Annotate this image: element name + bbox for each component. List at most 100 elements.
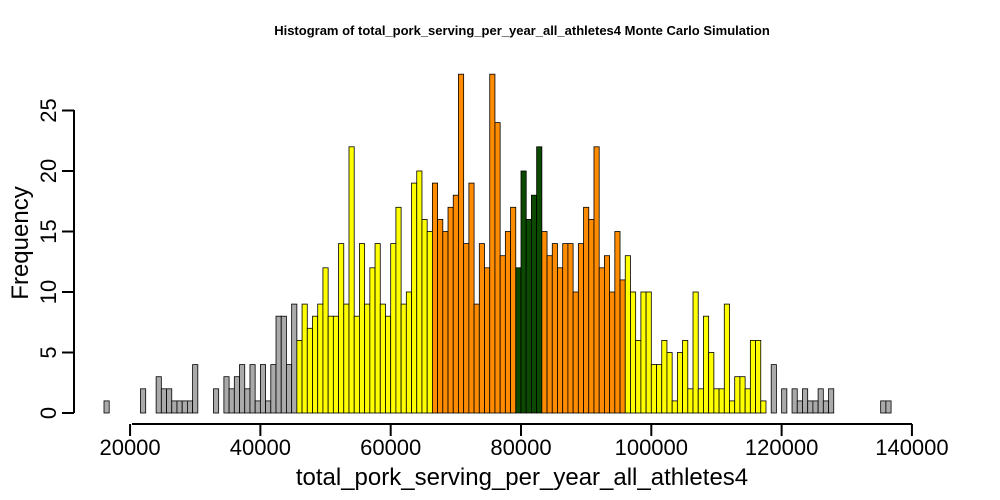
histogram-bar — [645, 291, 652, 414]
histogram-bar — [186, 400, 194, 414]
histogram-bar — [577, 243, 584, 414]
histogram-bar — [593, 146, 600, 414]
histogram-bar — [437, 218, 444, 414]
histogram-bar — [103, 400, 110, 414]
histogram-bar — [791, 388, 798, 414]
histogram-bar — [744, 388, 751, 414]
histogram-bar — [598, 267, 605, 414]
histogram-bar — [213, 388, 220, 414]
histogram-bar — [463, 243, 470, 414]
histogram-bar — [478, 243, 485, 414]
histogram-bar — [426, 231, 433, 414]
histogram-bar — [619, 279, 626, 414]
histogram-bar — [802, 388, 809, 414]
histogram-bar — [458, 73, 465, 414]
histogram-bar — [708, 352, 715, 414]
histogram-bar — [395, 206, 402, 414]
y-tick-label: 0 — [36, 407, 61, 419]
histogram-bar — [442, 231, 449, 414]
histogram-bar — [223, 376, 230, 414]
histogram-bars — [103, 73, 892, 414]
histogram-bar — [244, 388, 251, 414]
y-tick-label: 5 — [36, 346, 61, 358]
histogram-bar — [504, 231, 511, 414]
histogram-bar — [489, 73, 496, 414]
histogram-bar — [171, 400, 178, 414]
histogram-bar — [531, 194, 538, 414]
histogram-bar — [484, 267, 491, 414]
histogram-bar — [181, 400, 188, 414]
histogram-bar — [583, 206, 590, 414]
histogram-bar — [729, 400, 736, 414]
histogram-bar — [510, 206, 517, 414]
histogram-bar — [400, 303, 407, 414]
x-tick-label: 20000 — [99, 435, 160, 460]
histogram-bar — [697, 388, 704, 414]
histogram-bar — [473, 303, 480, 414]
histogram-bar — [233, 376, 240, 414]
x-tick-label: 40000 — [230, 435, 291, 460]
histogram-bar — [275, 315, 282, 414]
histogram-bar — [588, 218, 595, 414]
x-tick-label: 60000 — [360, 435, 421, 460]
histogram-bar — [468, 182, 475, 414]
histogram-bar — [259, 364, 266, 414]
y-axis: 0 5 10 15 20 25 — [36, 98, 75, 419]
histogram-bar — [515, 267, 522, 414]
histogram-bar — [385, 315, 392, 414]
histogram-bar — [557, 267, 564, 414]
x-tick-label: 80000 — [490, 435, 551, 460]
histogram-bar — [661, 339, 668, 414]
histogram-bar — [640, 291, 647, 414]
x-tick-label: 140000 — [875, 435, 948, 460]
histogram-bar — [322, 267, 329, 414]
histogram-bar — [604, 255, 611, 414]
histogram-bar — [499, 255, 506, 414]
histogram-bar — [286, 364, 293, 414]
histogram-bar — [880, 400, 887, 414]
histogram-bar — [520, 170, 527, 414]
histogram-bar — [609, 291, 616, 414]
histogram-bar — [572, 291, 579, 414]
histogram-bar — [270, 364, 277, 414]
histogram-bar — [338, 243, 345, 414]
histogram-bar — [562, 243, 569, 414]
histogram-bar — [682, 339, 689, 414]
histogram-bar — [541, 231, 548, 414]
histogram-bar — [155, 376, 162, 414]
histogram-bar — [431, 182, 439, 414]
histogram-bar — [312, 315, 319, 414]
histogram-bar — [812, 400, 819, 414]
histogram-bar — [635, 339, 642, 414]
histogram-bar — [546, 255, 553, 414]
histogram-bar — [254, 400, 261, 414]
histogram-bar — [160, 388, 167, 414]
histogram-bar — [280, 315, 287, 414]
histogram-bar — [734, 376, 741, 414]
histogram-bar — [650, 364, 657, 414]
histogram-bar — [755, 339, 762, 414]
histogram-bar — [166, 388, 173, 414]
histogram-bar — [228, 388, 235, 414]
histogram-bar — [353, 315, 360, 414]
histogram-bar — [301, 303, 308, 414]
histogram-bar — [614, 231, 621, 414]
histogram-bar — [807, 400, 814, 414]
y-tick-label: 10 — [36, 280, 61, 304]
histogram-bar — [703, 315, 710, 414]
histogram-bar — [713, 388, 720, 414]
x-tick-label: 120000 — [745, 435, 818, 460]
histogram-bar — [249, 364, 256, 414]
histogram-bar — [364, 303, 371, 414]
histogram-bar — [317, 303, 324, 414]
histogram-bar — [828, 388, 835, 414]
histogram-bar — [327, 315, 334, 414]
histogram-bar — [781, 388, 788, 414]
histogram-bar — [421, 218, 428, 414]
histogram-bar — [348, 146, 355, 414]
histogram-bar — [411, 182, 418, 414]
histogram-bar — [822, 400, 829, 414]
histogram-bar — [343, 303, 350, 414]
histogram-bar — [291, 303, 298, 414]
y-tick-label: 20 — [36, 159, 61, 183]
